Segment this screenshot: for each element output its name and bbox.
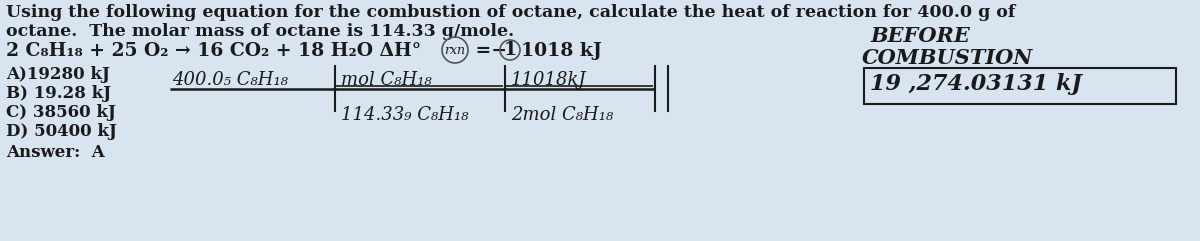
Text: BEFORE: BEFORE	[870, 26, 970, 46]
Text: B) 19.28 kJ: B) 19.28 kJ	[6, 85, 112, 102]
Text: D) 50400 kJ: D) 50400 kJ	[6, 123, 116, 140]
Text: 400.0₅ C₈H₁₈: 400.0₅ C₈H₁₈	[172, 71, 288, 89]
Text: Using the following equation for the combustion of octane, calculate the heat of: Using the following equation for the com…	[6, 4, 1015, 21]
Text: mol C₈H₁₈: mol C₈H₁₈	[341, 71, 432, 89]
Text: 114.33₉ C₈H₁₈: 114.33₉ C₈H₁₈	[341, 106, 468, 124]
Text: 2mol C₈H₁₈: 2mol C₈H₁₈	[511, 106, 613, 124]
Text: 11018kJ: 11018kJ	[511, 71, 587, 89]
Text: COMBUSTION: COMBUSTION	[862, 48, 1033, 68]
Text: =−: =−	[469, 42, 508, 60]
Text: octane.  The molar mass of octane is 114.33 g/mole.: octane. The molar mass of octane is 114.…	[6, 23, 514, 40]
Text: rxn: rxn	[444, 43, 466, 56]
Text: 2 C₈H₁₈ + 25 O₂ → 16 CO₂ + 18 H₂O ΔH°: 2 C₈H₁₈ + 25 O₂ → 16 CO₂ + 18 H₂O ΔH°	[6, 42, 421, 60]
Text: C) 38560 kJ: C) 38560 kJ	[6, 104, 116, 121]
Text: 19 ,274.03131 kJ: 19 ,274.03131 kJ	[870, 73, 1082, 95]
Text: 1: 1	[504, 41, 516, 59]
Text: 1018 kJ: 1018 kJ	[521, 42, 602, 60]
Text: A)19280 kJ: A)19280 kJ	[6, 66, 110, 83]
Text: Answer:  A: Answer: A	[6, 144, 104, 161]
